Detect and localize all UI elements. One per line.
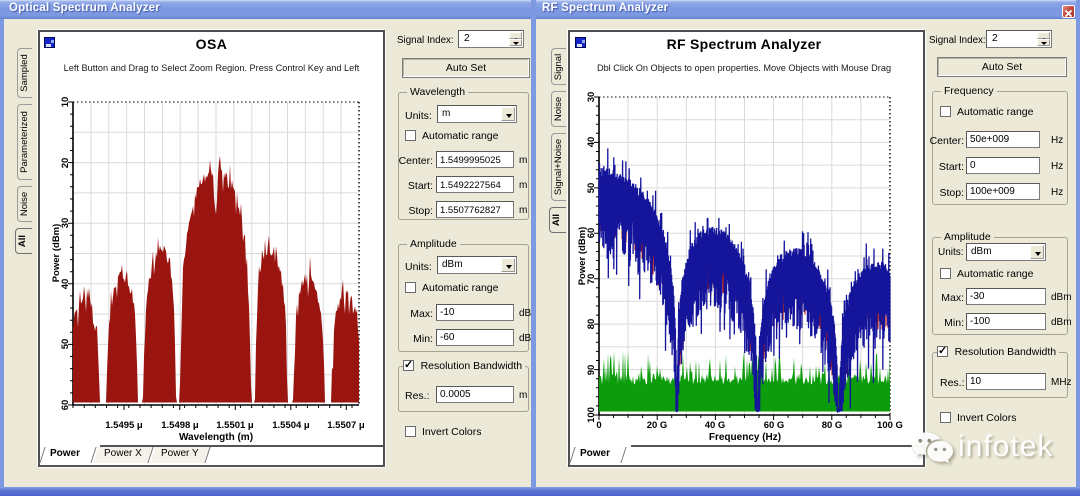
svg-text:20: 20: [60, 158, 71, 169]
svg-text:60: 60: [60, 400, 71, 411]
svg-text:70: 70: [586, 274, 597, 285]
svg-text:40: 40: [60, 279, 71, 290]
svg-text:100: 100: [586, 407, 597, 423]
svg-text:Power (dBm): Power (dBm): [577, 227, 588, 286]
svg-text:1.5507 μ: 1.5507 μ: [327, 420, 365, 431]
svg-text:100 G: 100 G: [877, 420, 903, 431]
svg-text:50: 50: [586, 183, 597, 194]
svg-text:40 G: 40 G: [705, 420, 726, 431]
svg-text:80 G: 80 G: [822, 420, 843, 431]
svg-text:50: 50: [60, 339, 71, 350]
svg-text:Power (dBm): Power (dBm): [51, 224, 62, 283]
svg-text:10: 10: [60, 97, 71, 108]
svg-text:1.5498 μ: 1.5498 μ: [161, 420, 199, 431]
svg-text:1.5501 μ: 1.5501 μ: [216, 420, 254, 431]
svg-text:30: 30: [60, 218, 71, 229]
svg-text:1.5504 μ: 1.5504 μ: [272, 420, 310, 431]
svg-text:1.5495 μ: 1.5495 μ: [105, 420, 143, 431]
svg-text:Frequency (Hz): Frequency (Hz): [709, 432, 781, 443]
svg-text:80: 80: [586, 319, 597, 330]
svg-text:Wavelength (m): Wavelength (m): [179, 432, 253, 443]
svg-text:60: 60: [586, 228, 597, 239]
svg-text:0: 0: [596, 420, 601, 431]
svg-text:60 G: 60 G: [764, 420, 785, 431]
svg-text:40: 40: [586, 137, 597, 148]
svg-text:90: 90: [586, 365, 597, 376]
svg-text:20 G: 20 G: [647, 420, 668, 431]
svg-text:30: 30: [586, 92, 597, 103]
